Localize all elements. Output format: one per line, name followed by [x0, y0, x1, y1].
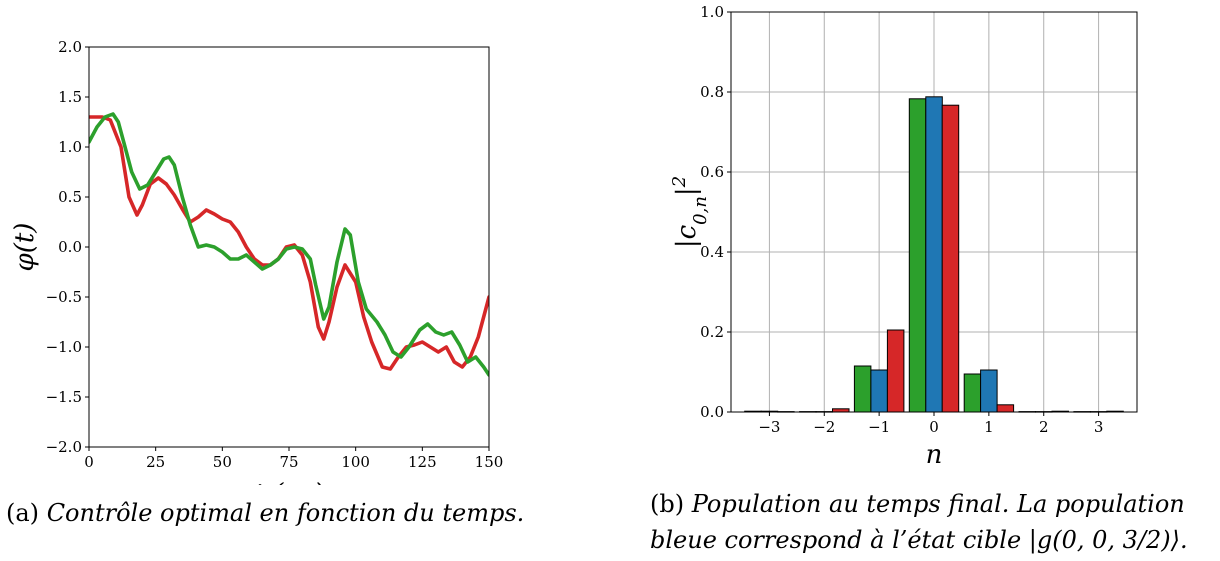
y-tick-label: −1.5 [46, 388, 82, 406]
y-tick-label: 0.4 [700, 243, 724, 261]
caption-b-line1: Population au temps final. La population [691, 490, 1185, 518]
x-tick-label: −3 [758, 418, 780, 436]
x-tick-label: 50 [213, 453, 232, 471]
y-tick-label: −2.0 [46, 438, 82, 456]
x-axis-label: n [926, 440, 943, 470]
y-tick-label: 2.0 [58, 38, 82, 56]
bar [870, 369, 888, 413]
y-tick-label: 0.0 [58, 238, 82, 256]
y-tick-label: 0.8 [700, 83, 724, 101]
figure: 0 25 50 75 100 125 150 −2.0 −1.5 −1.0 −0.5 0.0 0.5 1.… [10, 3, 1138, 485]
x-tick-label: 1 [984, 418, 994, 436]
series-line-1 [89, 115, 489, 371]
x-tick-label: 125 [408, 453, 437, 471]
x-tick-label: 25 [146, 453, 165, 471]
x-tick-label: 75 [279, 453, 298, 471]
x-axis-label: t (μs) [254, 479, 323, 485]
y-tick-label: 1.0 [58, 138, 82, 156]
y-tick-label: 0.0 [700, 403, 724, 421]
bar [925, 96, 943, 413]
x-tick-label: 2 [1039, 418, 1049, 436]
y-tick-label: −0.5 [46, 288, 82, 306]
y-tick-label: 1.5 [58, 88, 82, 106]
bar [886, 329, 905, 413]
y-tick-label: 0.5 [58, 188, 82, 206]
caption-b: (b) Population au temps final. La popula… [650, 486, 1188, 558]
x-tick-label: −1 [868, 418, 890, 436]
y-axis-label: φ(t) [10, 223, 40, 272]
caption-a-tag: (a) [6, 499, 40, 527]
x-tick-label: 0 [929, 418, 939, 436]
phase-control-chart: 0 25 50 75 100 125 150 −2.0 −1.5 −1.0 −0.5 0.0 0.5 1.… [10, 38, 503, 485]
x-tick-label: 100 [341, 453, 370, 471]
y-axis-label: |c0,n|2 [669, 176, 711, 248]
y-tick-label: 0.2 [700, 323, 724, 341]
bar [853, 365, 872, 413]
bar [980, 369, 998, 413]
series-line-2 [89, 112, 489, 377]
bar [963, 373, 982, 413]
x-tick-label: 3 [1094, 418, 1104, 436]
y-tick-label: 1.0 [700, 3, 724, 21]
bar [996, 404, 1015, 413]
caption-a: (a) Contrôle optimal en fonction du temp… [6, 495, 524, 531]
bar [908, 98, 927, 413]
y-tick-label: 0.6 [700, 163, 724, 181]
caption-b-line2: bleue correspond à l’état cible |g(0, 0,… [650, 526, 1188, 554]
x-tick-label: 0 [84, 453, 94, 471]
y-tick-label: −1.0 [46, 338, 82, 356]
caption-a-text: Contrôle optimal en fonction du temps. [46, 499, 525, 527]
x-tick-label: −2 [813, 418, 835, 436]
population-bar-chart: −3 −2 −1 0 1 2 3 0.0 0.2 0.4 0.6 0.8 1.0 n |c0,n|2 [669, 3, 1138, 470]
x-tick-label: 150 [475, 453, 504, 471]
bar [941, 104, 960, 413]
caption-b-tag: (b) [650, 490, 685, 518]
